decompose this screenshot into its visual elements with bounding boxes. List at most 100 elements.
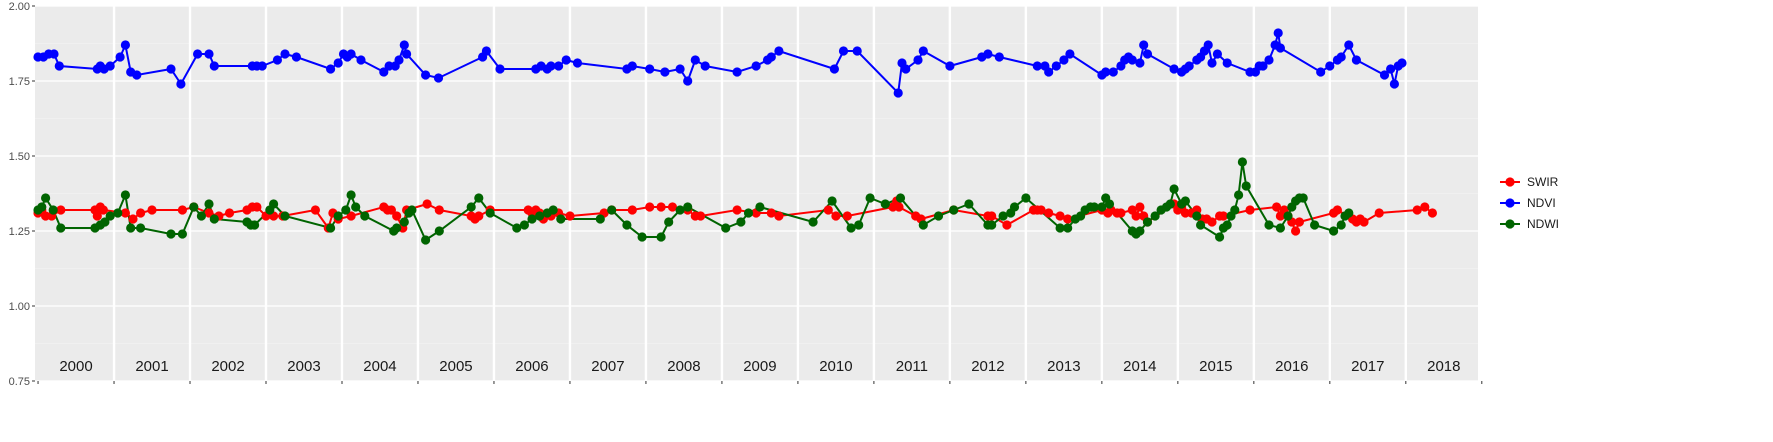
data-point-ndvi (561, 55, 571, 65)
legend-label: SWIR (1527, 175, 1559, 189)
data-point-ndwi (48, 205, 58, 215)
data-point-ndvi (1169, 64, 1179, 74)
data-point-ndwi (56, 223, 66, 233)
data-point-swir (894, 202, 904, 212)
data-point-swir (1291, 226, 1301, 236)
data-point-ndvi (257, 61, 267, 71)
data-point-ndwi (105, 211, 115, 221)
data-point-ndwi (1344, 208, 1354, 218)
legend: SWIR NDVI NDWI (1500, 175, 1559, 231)
data-point-ndwi (280, 211, 290, 221)
data-point-ndvi (1212, 49, 1222, 59)
data-point-ndwi (1180, 196, 1190, 206)
data-point-ndvi (1264, 55, 1274, 65)
data-point-ndvi (1336, 52, 1346, 62)
data-point-ndwi (1104, 199, 1115, 209)
data-point-swir (1374, 208, 1384, 218)
legend-key-point (1505, 177, 1515, 187)
data-point-swir (1294, 217, 1304, 227)
data-point-ndwi (519, 220, 530, 230)
y-tick-label: 1.50 (9, 151, 30, 163)
data-point-ndwi (1241, 181, 1251, 191)
data-point-ndwi (399, 217, 409, 227)
data-point-ndwi (1196, 220, 1206, 230)
legend-key-point (1505, 198, 1515, 208)
data-point-swir (56, 205, 66, 215)
data-point-ndvi (627, 61, 637, 71)
data-point-ndvi (1325, 61, 1335, 71)
data-point-ndvi (166, 64, 176, 74)
data-point-ndvi (1379, 70, 1390, 80)
data-point-ndvi (1032, 61, 1042, 71)
year-label: 2000 (59, 358, 92, 375)
year-label: 2008 (667, 358, 700, 375)
data-point-ndvi (994, 52, 1004, 62)
data-point-ndwi (120, 190, 130, 200)
legend-key-point (1505, 219, 1515, 229)
data-point-ndvi (1051, 61, 1061, 71)
data-point-swir (774, 211, 784, 221)
data-point-ndwi (421, 235, 431, 245)
data-point-ndwi (1165, 199, 1175, 209)
data-point-ndvi (1065, 49, 1075, 59)
data-point-ndwi (360, 211, 370, 221)
year-label: 2010 (819, 358, 852, 375)
data-point-ndwi (1234, 190, 1244, 200)
data-point-ndwi (1135, 226, 1145, 236)
y-tick-label: 0.75 (9, 376, 30, 388)
data-point-ndwi (250, 220, 260, 230)
data-point-ndvi (346, 49, 356, 59)
data-point-ndvi (394, 55, 404, 65)
data-point-ndwi (933, 211, 944, 221)
data-point-ndwi (664, 217, 674, 227)
data-point-swir (1207, 217, 1217, 227)
data-point-ndwi (827, 196, 837, 206)
data-point-ndwi (1097, 202, 1107, 212)
data-point-swir (1055, 211, 1065, 221)
data-point-ndwi (466, 202, 476, 212)
data-point-ndvi (280, 49, 290, 59)
data-point-ndwi (136, 223, 146, 233)
data-point-ndvi (115, 52, 125, 62)
data-point-ndvi (690, 55, 700, 65)
data-point-swir (252, 202, 262, 212)
data-point-ndvi (193, 49, 203, 59)
data-point-ndvi (554, 61, 564, 71)
data-point-ndwi (637, 232, 647, 242)
data-point-ndvi (1222, 58, 1232, 68)
data-point-ndvi (1316, 67, 1326, 77)
data-point-swir (645, 202, 655, 212)
data-point-ndvi (433, 73, 444, 83)
data-point-swir (565, 211, 575, 221)
legend-label: NDWI (1527, 217, 1559, 231)
grid (35, 5, 1478, 382)
data-point-swir (1044, 208, 1054, 218)
data-point-ndwi (341, 205, 351, 215)
data-point-ndwi (721, 223, 731, 233)
year-label: 2018 (1427, 358, 1460, 375)
data-point-swir (346, 211, 356, 221)
data-point-ndvi (402, 49, 412, 59)
data-point-ndwi (1336, 220, 1346, 230)
year-label: 2012 (971, 358, 1004, 375)
data-point-ndvi (49, 49, 59, 59)
data-point-ndvi (675, 64, 685, 74)
data-point-ndvi (700, 61, 710, 71)
data-point-ndwi (595, 214, 605, 224)
data-point-ndwi (918, 220, 928, 230)
data-point-ndvi (326, 64, 336, 74)
year-label: 2007 (591, 358, 624, 375)
data-point-ndvi (1127, 55, 1137, 65)
data-point-ndvi (683, 76, 693, 86)
data-point-ndwi (269, 199, 279, 209)
data-point-ndvi (913, 55, 923, 65)
data-point-ndvi (766, 52, 776, 62)
data-point-ndwi (1089, 202, 1099, 212)
data-point-ndwi (100, 217, 110, 227)
data-point-swir (128, 214, 138, 224)
data-point-ndvi (660, 67, 670, 77)
data-point-swir (98, 205, 108, 215)
data-point-ndwi (189, 202, 199, 212)
data-point-ndvi (1139, 40, 1149, 50)
